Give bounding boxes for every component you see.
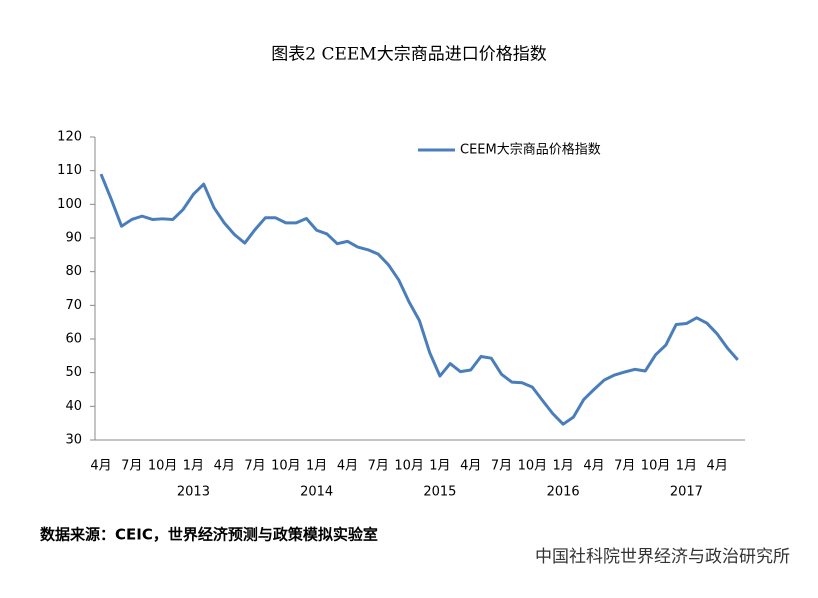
y-tick-label: 50 [65,365,82,380]
x-tick-label: 10月 [518,459,548,474]
x-tick-label: 4月 [707,459,728,474]
x-tick-label: 7月 [368,459,389,474]
watermark: 中国社科院世界经济与政治研究所 [535,547,790,567]
x-tick-label: 10月 [271,459,301,474]
chart-title: 图表2 CEEM大宗商品进口价格指数 [271,45,546,65]
x-tick-label: 4月 [337,459,358,474]
x-tick-label: 7月 [614,459,635,474]
y-tick-label: 90 [65,231,82,246]
legend-label: CEEM大宗商品价格指数 [460,142,601,158]
y-tick-label: 30 [65,433,82,448]
x-tick-label: 10月 [641,459,671,474]
x-group-label: 2017 [670,485,703,500]
y-tick-label: 70 [65,298,82,313]
x-tick-label: 7月 [244,459,265,474]
x-tick-label: 7月 [121,459,142,474]
x-tick-label: 4月 [214,459,235,474]
y-tick-label: 40 [65,399,82,414]
y-tick-label: 80 [65,264,82,279]
y-tick-label: 100 [57,197,82,212]
y-tick-label: 120 [57,130,82,145]
x-group-label: 2013 [177,485,210,500]
x-group-label: 2014 [300,485,333,500]
x-tick-label: 1月 [306,459,327,474]
x-tick-label: 4月 [583,459,604,474]
x-tick-label: 7月 [491,459,512,474]
y-tick-label: 60 [65,332,82,347]
series-line [99,173,739,426]
x-group-label: 2016 [547,485,580,500]
x-tick-label: 10月 [148,459,178,474]
x-group-label: 2015 [423,485,456,500]
source: 数据来源：CEIC，世界经济预测与政策模拟实验室 [40,526,378,544]
x-tick-label: 4月 [90,459,111,474]
x-tick-label: 10月 [394,459,424,474]
x-tick-label: 1月 [183,459,204,474]
x-tick-label: 1月 [676,459,697,474]
x-tick-label: 1月 [429,459,450,474]
y-tick-label: 110 [57,163,82,178]
x-tick-label: 4月 [460,459,481,474]
x-tick-label: 1月 [553,459,574,474]
